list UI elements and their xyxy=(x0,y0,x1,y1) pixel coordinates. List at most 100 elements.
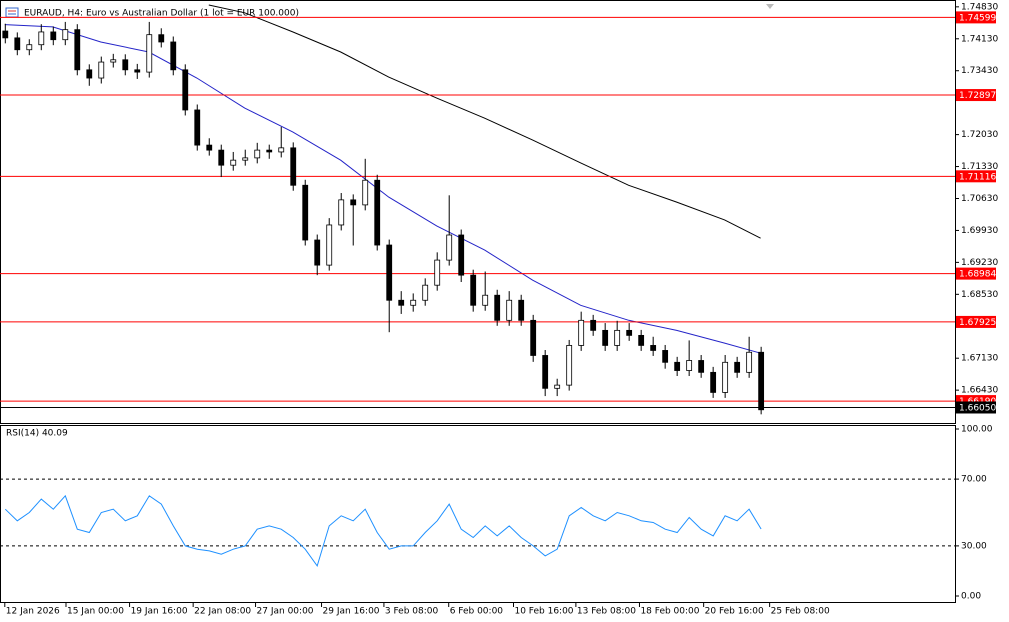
candle-body xyxy=(242,157,249,161)
main-panel xyxy=(0,0,956,424)
x-tick-label: 13 Feb 08:00 xyxy=(577,607,636,617)
rsi-y-tick-label: 30.00 xyxy=(961,541,987,551)
candle-body xyxy=(374,179,381,246)
y-tick-label: 1.67130 xyxy=(961,354,998,364)
candle-body xyxy=(686,360,693,371)
level-label-box xyxy=(956,89,996,102)
level-label: 1.72897 xyxy=(959,91,996,101)
x-tick-label: 15 Jan 00:00 xyxy=(67,607,124,617)
candle-body xyxy=(146,34,153,73)
candle-body xyxy=(218,149,225,166)
candle-body xyxy=(122,59,129,71)
candle-body xyxy=(110,59,117,63)
x-tick-label: 12 Jan 2026 xyxy=(6,607,60,617)
y-tick-label: 1.74130 xyxy=(961,34,998,44)
candle-body xyxy=(722,361,729,393)
candle-body xyxy=(422,284,429,301)
x-tick-label: 29 Jan 16:00 xyxy=(323,607,380,617)
level-label: 1.71116 xyxy=(959,172,996,182)
candle-body xyxy=(506,299,513,321)
y-tick-label: 1.69930 xyxy=(961,226,998,236)
candle-body xyxy=(14,37,21,51)
candle-body xyxy=(662,350,669,363)
candle-body xyxy=(746,351,753,373)
candle-body xyxy=(398,299,405,306)
level-label: 1.74599 xyxy=(959,13,996,23)
candle-body xyxy=(206,144,213,151)
candle-body xyxy=(2,30,9,39)
candle-body xyxy=(614,329,621,346)
rsi-y-tick-label: 0.00 xyxy=(961,591,981,601)
candle-body xyxy=(74,29,81,71)
candle-body xyxy=(410,299,417,306)
candle-body xyxy=(530,319,537,356)
candle-body xyxy=(290,147,297,186)
x-tick-label: 25 Feb 08:00 xyxy=(771,607,830,617)
y-tick-label: 1.70630 xyxy=(961,194,998,204)
candle-body xyxy=(314,239,321,266)
candle-body xyxy=(278,147,285,153)
candle-body xyxy=(38,31,45,46)
y-tick-label: 1.69230 xyxy=(961,258,998,268)
y-tick-label: 1.68530 xyxy=(961,290,998,300)
candle-body xyxy=(254,149,261,159)
y-tick-label: 1.71330 xyxy=(961,162,998,172)
rsi-line xyxy=(4,494,762,568)
y-tick-label: 1.73430 xyxy=(961,66,998,76)
candle-body xyxy=(446,234,453,261)
candle-body xyxy=(758,351,765,411)
plot-layer: 1.74830 1.74130 1.73430 1.72030 1.71330 1.706… xyxy=(0,2,998,617)
candle-body xyxy=(650,345,657,351)
y-tick-label: 1.72030 xyxy=(961,130,998,140)
level-label-box xyxy=(956,315,996,328)
current-price-box xyxy=(956,401,996,414)
candle-body xyxy=(698,360,705,373)
candle-body xyxy=(266,149,273,153)
candle-body xyxy=(170,41,177,71)
rsi-y-tick-label: 100.00 xyxy=(961,425,993,435)
candle-body xyxy=(470,274,477,306)
candle-body xyxy=(458,234,465,276)
chart-title: EURAUD, H4: Euro vs Australian Dollar (1… xyxy=(24,9,299,19)
candle-body xyxy=(362,179,369,206)
candle-body xyxy=(158,34,165,43)
candle-body xyxy=(542,355,549,389)
rsi-y-tick-label: 70.00 xyxy=(961,475,987,485)
moving-average xyxy=(208,4,761,239)
candle-body xyxy=(482,294,489,306)
level-label-box xyxy=(956,11,996,24)
candle-body xyxy=(566,345,573,386)
shift-marker xyxy=(766,4,774,9)
candle-body xyxy=(638,334,645,346)
y-tick-label: 1.74830 xyxy=(961,2,998,12)
candle-body xyxy=(590,319,597,331)
x-tick-label: 6 Feb 00:00 xyxy=(450,607,504,617)
candle-body xyxy=(86,69,93,79)
candle-body xyxy=(26,44,33,51)
chart-icon xyxy=(5,7,19,18)
rsi-panel xyxy=(0,425,956,603)
candle-body xyxy=(674,361,681,371)
candle-body xyxy=(434,259,441,286)
candle-body xyxy=(134,69,141,73)
rsi-title: RSI(14) 40.09 xyxy=(6,429,68,439)
level-label-box xyxy=(956,170,996,183)
candle-body xyxy=(182,69,189,111)
x-tick-label: 18 Feb 00:00 xyxy=(640,607,699,617)
candle-body xyxy=(326,224,333,266)
candle-body xyxy=(626,329,633,336)
candle-body xyxy=(350,199,357,206)
candle-body xyxy=(734,361,741,373)
candle-body xyxy=(302,184,309,241)
x-tick-label: 27 Jan 00:00 xyxy=(257,607,314,617)
candle-body xyxy=(386,244,393,301)
x-tick-label: 10 Feb 16:00 xyxy=(514,607,573,617)
candle-body xyxy=(50,31,57,41)
x-tick-label: 20 Feb 16:00 xyxy=(705,607,764,617)
candle-body xyxy=(98,61,105,79)
candle-body xyxy=(62,29,69,41)
level-label: 1.67925 xyxy=(959,318,996,328)
candle-body xyxy=(518,299,525,321)
